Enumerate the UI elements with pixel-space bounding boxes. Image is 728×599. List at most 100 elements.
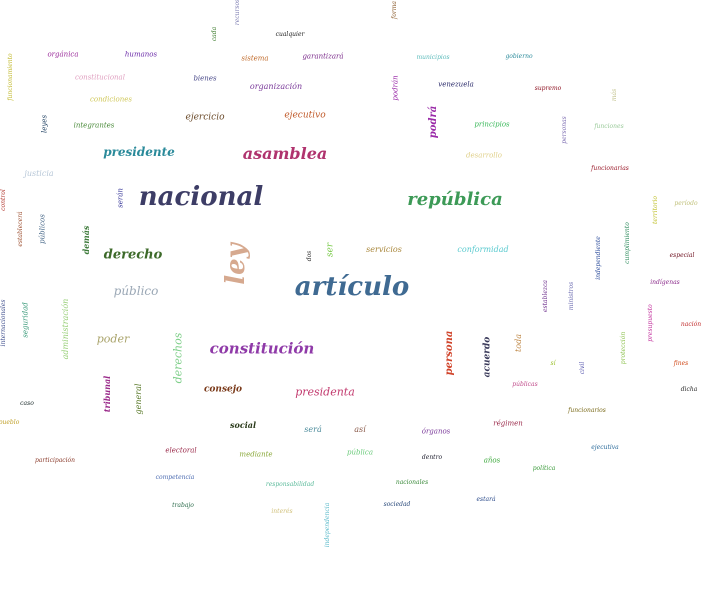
cloud-word: internacionales xyxy=(1,300,7,347)
cloud-word: gobierno xyxy=(505,54,532,60)
cloud-word: dicha xyxy=(681,387,698,393)
cloud-word: dos xyxy=(307,251,313,262)
cloud-word: interés xyxy=(271,509,292,515)
cloud-word: república xyxy=(407,191,503,209)
cloud-word: ejercicio xyxy=(185,114,224,123)
cloud-word: mediante xyxy=(239,452,272,459)
cloud-word: régimen xyxy=(493,421,523,428)
cloud-word: control xyxy=(1,189,7,211)
cloud-word: funciones xyxy=(594,124,623,130)
cloud-word: competencia xyxy=(156,475,195,481)
cloud-word: humanos xyxy=(125,52,157,59)
cloud-word: conformidad xyxy=(457,246,508,254)
cloud-word: sí xyxy=(551,361,556,367)
cloud-word: funcionamiento xyxy=(8,53,14,100)
cloud-word: participación xyxy=(35,458,75,464)
cloud-word: leyes xyxy=(42,115,49,133)
cloud-word: público xyxy=(114,285,159,297)
cloud-word: fines xyxy=(674,361,689,367)
cloud-word: será xyxy=(304,426,321,434)
cloud-word: ley xyxy=(223,243,249,285)
cloud-word: principios xyxy=(474,122,509,129)
cloud-word: ejecutiva xyxy=(591,445,618,451)
cloud-word: protección xyxy=(621,332,627,364)
cloud-word: así xyxy=(354,426,365,434)
cloud-word: ministros xyxy=(569,282,575,310)
cloud-word: sociedad xyxy=(384,502,411,508)
cloud-word: período xyxy=(674,201,697,207)
cloud-word: asamblea xyxy=(243,146,327,162)
cloud-word: poder xyxy=(97,334,129,345)
cloud-word: independencia xyxy=(325,503,331,548)
cloud-word: electoral xyxy=(165,448,196,455)
cloud-word: constitucional xyxy=(75,75,125,82)
cloud-word: públicas xyxy=(512,382,537,388)
cloud-word: funcionarios xyxy=(568,408,606,414)
cloud-word: nacionales xyxy=(396,480,428,486)
cloud-word: justicia xyxy=(24,170,53,178)
cloud-word: acuerdo xyxy=(484,337,493,378)
cloud-word: condiciones xyxy=(90,97,132,104)
cloud-word: constitución xyxy=(210,342,315,357)
cloud-word: caso xyxy=(20,401,34,407)
cloud-word: personas xyxy=(562,116,568,143)
cloud-word: derechos xyxy=(173,333,184,384)
cloud-word: podrán xyxy=(393,75,400,100)
cloud-word: recursos xyxy=(235,0,241,25)
cloud-word: consejo xyxy=(204,386,242,395)
cloud-word: sistema xyxy=(241,56,268,63)
cloud-word: venezuela xyxy=(438,82,474,89)
cloud-word: más xyxy=(612,89,618,101)
cloud-word: persona xyxy=(445,331,455,376)
cloud-word: serán xyxy=(118,188,125,208)
cloud-word: servicios xyxy=(366,246,402,254)
cloud-word: seguridad xyxy=(23,302,30,337)
cloud-word: cualquier xyxy=(276,32,305,38)
cloud-word: social xyxy=(230,421,256,429)
cloud-word: supremo xyxy=(535,86,562,92)
cloud-word: forma xyxy=(392,1,398,19)
cloud-word: años xyxy=(484,458,501,465)
cloud-word: presidenta xyxy=(295,387,355,398)
cloud-word: general xyxy=(135,384,143,415)
cloud-word: establecerá xyxy=(18,211,24,246)
cloud-word: presidente xyxy=(103,146,175,158)
cloud-word: órganos xyxy=(422,429,451,436)
cloud-word: ser xyxy=(327,243,336,257)
cloud-word: funcionarias xyxy=(591,166,629,172)
cloud-word: garantizará xyxy=(302,54,343,61)
cloud-word: artículo xyxy=(295,274,409,300)
cloud-word: territorio xyxy=(653,196,659,224)
cloud-word: organización xyxy=(250,83,302,91)
cloud-word: públicos xyxy=(40,214,47,244)
cloud-word: toda xyxy=(515,334,523,352)
cloud-word: administración xyxy=(62,299,70,360)
cloud-word: bienes xyxy=(193,76,216,83)
cloud-word: independiente xyxy=(596,236,602,280)
cloud-word: política xyxy=(533,466,556,472)
cloud-word: demás xyxy=(82,226,90,255)
cloud-word: civil xyxy=(580,362,586,375)
cloud-word: tribunal xyxy=(103,376,111,412)
cloud-word: nacional xyxy=(139,184,263,210)
cloud-word: responsabilidad xyxy=(266,482,314,488)
cloud-word: dentro xyxy=(422,455,442,461)
cloud-word: establezca xyxy=(543,280,549,312)
cloud-word: desarrollo xyxy=(466,153,502,160)
cloud-word: podrá xyxy=(429,106,439,138)
cloud-word: derecho xyxy=(104,249,163,262)
cloud-word: estará xyxy=(476,497,495,503)
cloud-word: nación xyxy=(681,322,701,328)
cloud-word: presupuesto xyxy=(648,304,654,342)
cloud-word: pueblo xyxy=(0,420,19,426)
cloud-word: trabajo xyxy=(172,503,194,509)
cloud-word: orgánica xyxy=(47,52,78,59)
cloud-word: pública xyxy=(347,450,373,457)
cloud-word: cumplimiento xyxy=(625,222,631,264)
cloud-word: integrantes xyxy=(74,123,115,130)
cloud-word: ejecutivo xyxy=(284,112,325,121)
cloud-word: indígenas xyxy=(650,280,679,286)
cloud-word: cada xyxy=(212,27,218,41)
cloud-word: especial xyxy=(670,253,695,259)
